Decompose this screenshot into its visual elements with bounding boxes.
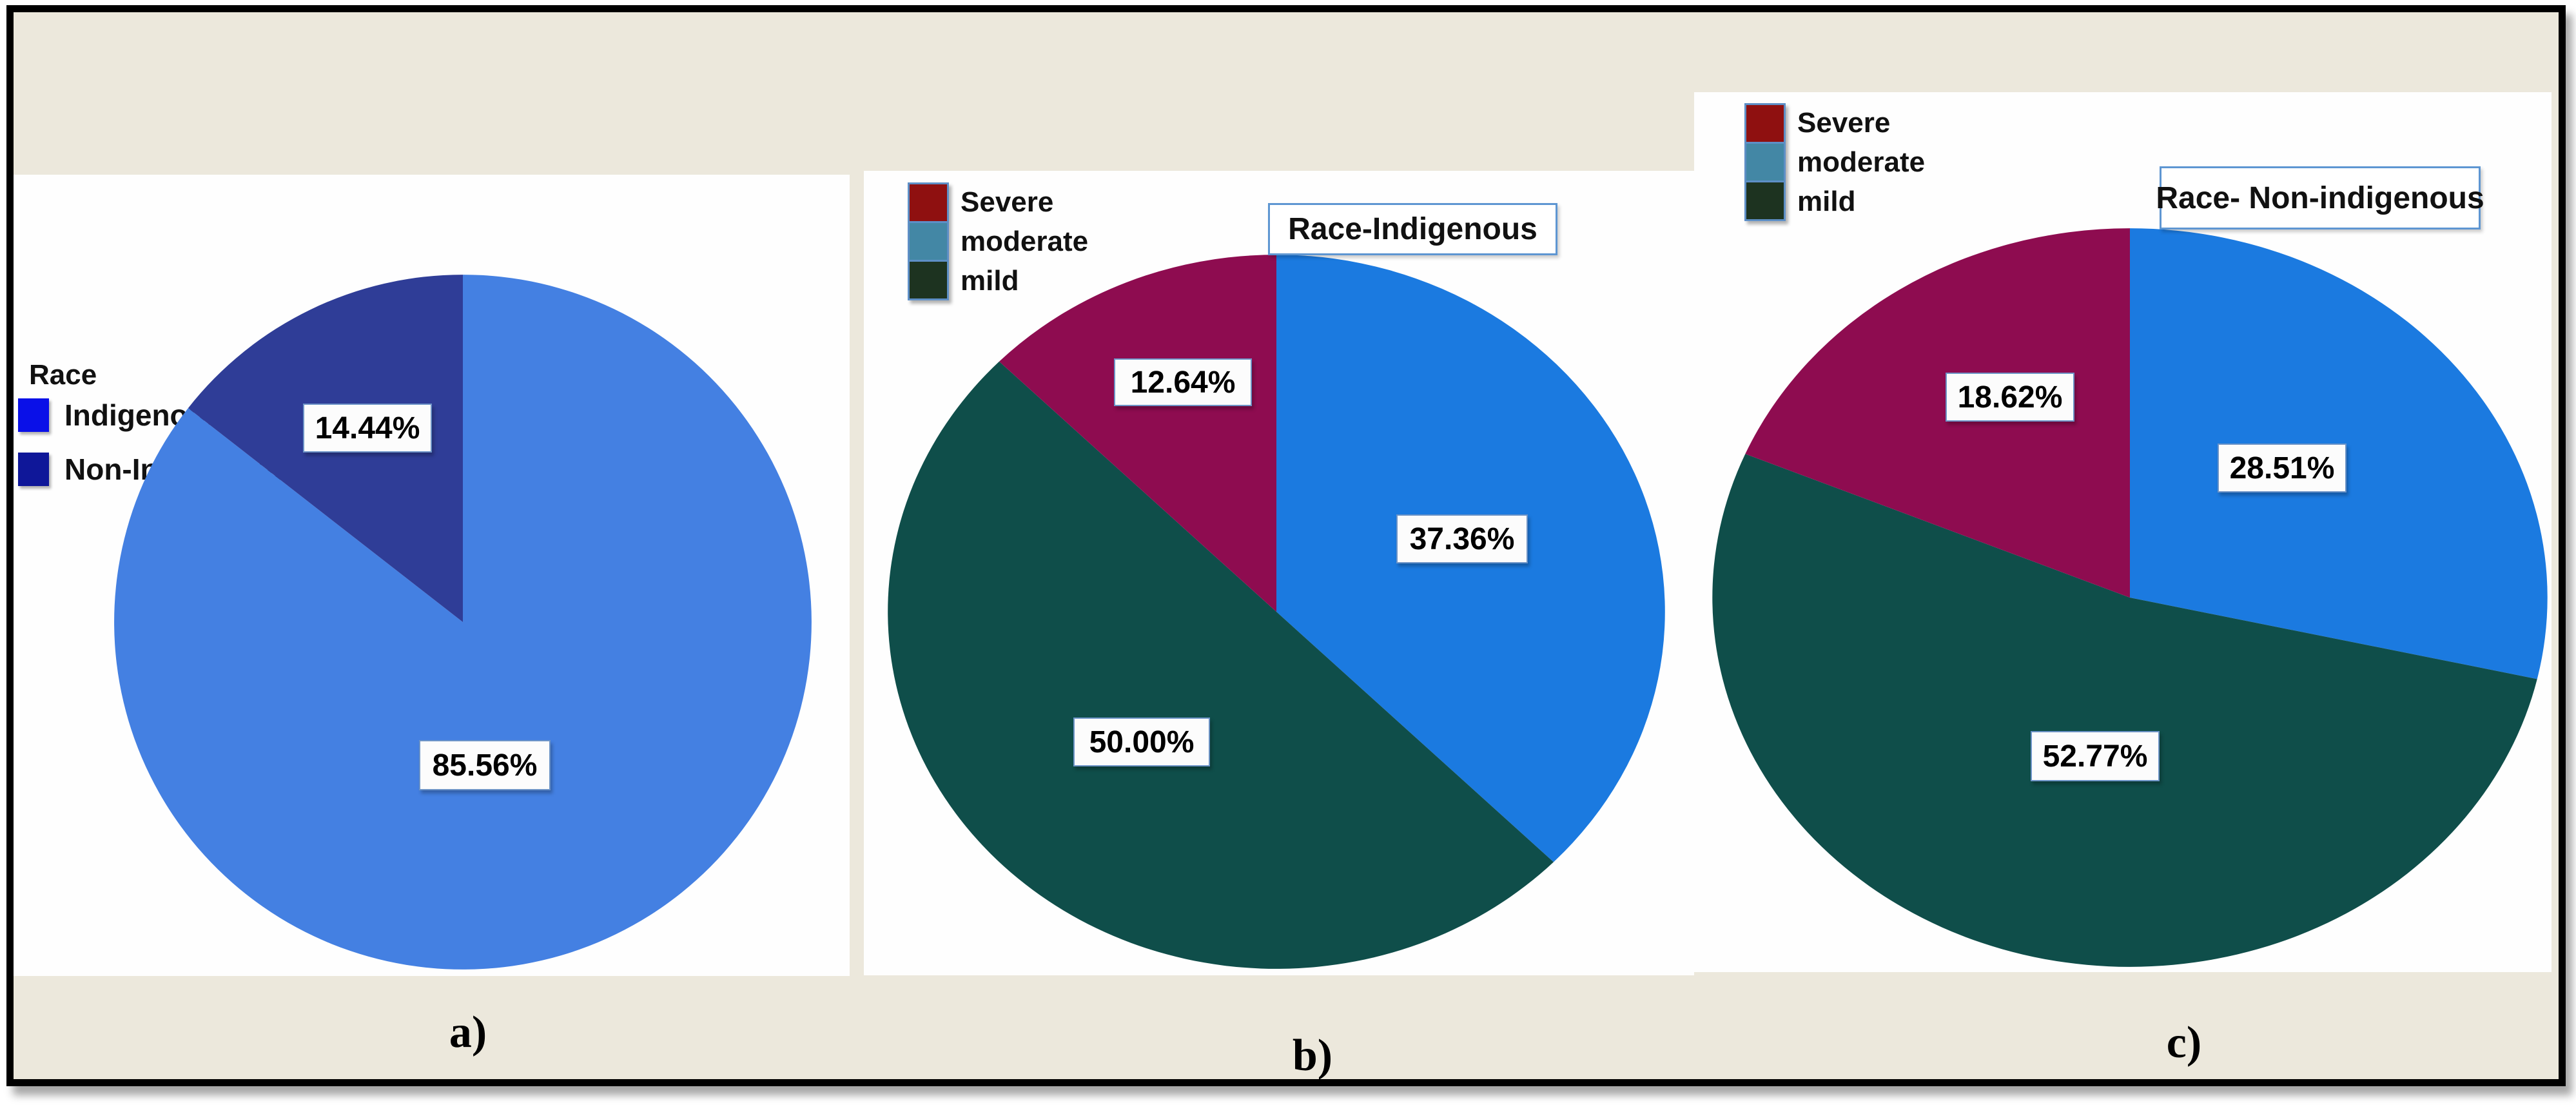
moderate-swatch-icon [908, 221, 949, 262]
figure-frame: Race Indigenous (I) Non-Indigenous (NI) … [6, 5, 2566, 1086]
legend-label-mild: mild [961, 265, 1019, 297]
severity-swatch-column [908, 182, 949, 300]
legend-label-severe: Severe [961, 186, 1054, 218]
pie-chart-race [114, 275, 812, 970]
pct-label-severe-non-indigenous: 18.62% [1946, 373, 2074, 422]
moderate-swatch-icon [1744, 142, 1786, 182]
pie-slice-severe [999, 255, 1276, 612]
mild-swatch-icon [908, 260, 949, 300]
severity-label-column: Severe moderate mild [1797, 103, 1925, 221]
pct-label-mild-non-indigenous: 52.77% [2031, 731, 2160, 781]
severe-swatch-icon [1744, 103, 1786, 144]
pie-chart-severity-indigenous [888, 255, 1665, 969]
non-indigenous-swatch-icon [18, 453, 49, 486]
pie-slice-severe [1745, 228, 2130, 598]
pie-slice-mild [1712, 454, 2537, 967]
severity-legend-b: Severe moderate mild [908, 182, 1088, 300]
severity-label-column: Severe moderate mild [961, 182, 1088, 300]
pct-label-moderate-indigenous: 37.36% [1396, 514, 1528, 563]
severe-swatch-icon [908, 182, 949, 223]
pct-label-mild-indigenous: 50.00% [1073, 717, 1210, 766]
pct-label-severe-indigenous: 12.64% [1114, 358, 1252, 406]
chart-title-race-non-indigenous: Race- Non-indigenous [2156, 166, 2484, 229]
indigenous-swatch-icon [18, 398, 49, 432]
pie-slice-indigenous-i- [114, 275, 812, 970]
pct-label-non-indigenous: 14.44% [303, 404, 432, 453]
legend-label-moderate: moderate [961, 226, 1089, 257]
panel-caption-b: b) [1292, 1031, 1333, 1080]
severity-swatch-column [1744, 103, 1786, 221]
pct-label-moderate-non-indigenous: 28.51% [2218, 444, 2347, 493]
chart-title-race-indigenous: Race-Indigenous [1268, 203, 1557, 255]
panel-caption-a: a) [449, 1008, 487, 1057]
race-legend-title: Race [29, 359, 97, 391]
legend-label-moderate: moderate [1797, 146, 1926, 178]
legend-label-mild: mild [1797, 186, 1856, 217]
pie-chart-severity-non-indigenous [1712, 228, 2548, 967]
panel-caption-c: c) [2166, 1018, 2202, 1068]
mild-swatch-icon [1744, 180, 1786, 221]
legend-label-severe: Severe [1797, 107, 1891, 139]
pie-slice-mild [888, 361, 1554, 969]
pct-label-indigenous: 85.56% [419, 740, 551, 790]
severity-legend-c: Severe moderate mild [1744, 103, 1925, 221]
